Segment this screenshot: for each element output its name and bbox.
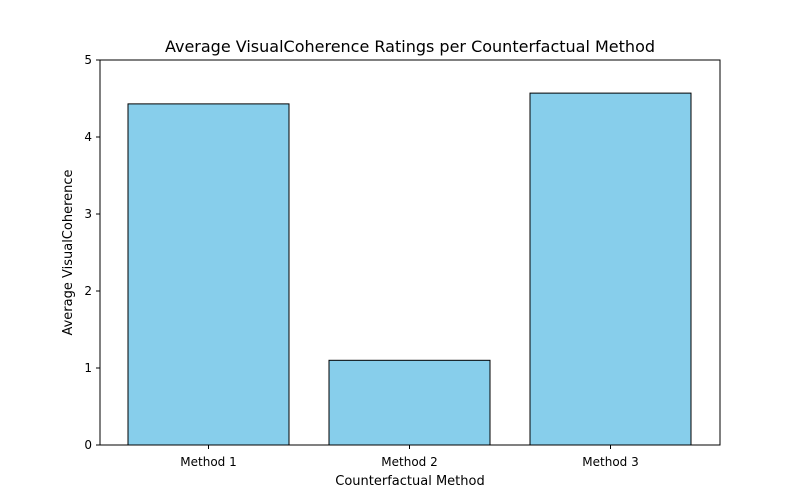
bar-3 xyxy=(529,92,692,446)
y-tick-label: 2 xyxy=(84,284,92,298)
bar-1 xyxy=(127,103,290,446)
x-tick-label: Method 1 xyxy=(180,455,236,469)
plot-frame xyxy=(99,59,721,446)
bars-group xyxy=(127,92,692,446)
y-tick-label: 5 xyxy=(84,53,92,67)
x-tick-label: Method 2 xyxy=(381,455,437,469)
y-tick-label: 0 xyxy=(84,438,92,452)
chart-title: Average VisualCoherence Ratings per Coun… xyxy=(165,37,655,56)
x-axis-ticks: Method 1 Method 2 Method 3 xyxy=(180,445,639,469)
y-tick-label: 4 xyxy=(84,130,92,144)
x-axis-label: Counterfactual Method xyxy=(335,474,484,489)
y-tick-label: 1 xyxy=(84,361,92,375)
y-axis-ticks: 0 1 2 3 4 5 xyxy=(84,53,100,452)
x-tick-label: Method 3 xyxy=(582,455,638,469)
y-tick-label: 3 xyxy=(84,207,92,221)
bar-2 xyxy=(328,359,491,446)
y-axis-label: Average VisualCoherence xyxy=(61,169,76,335)
